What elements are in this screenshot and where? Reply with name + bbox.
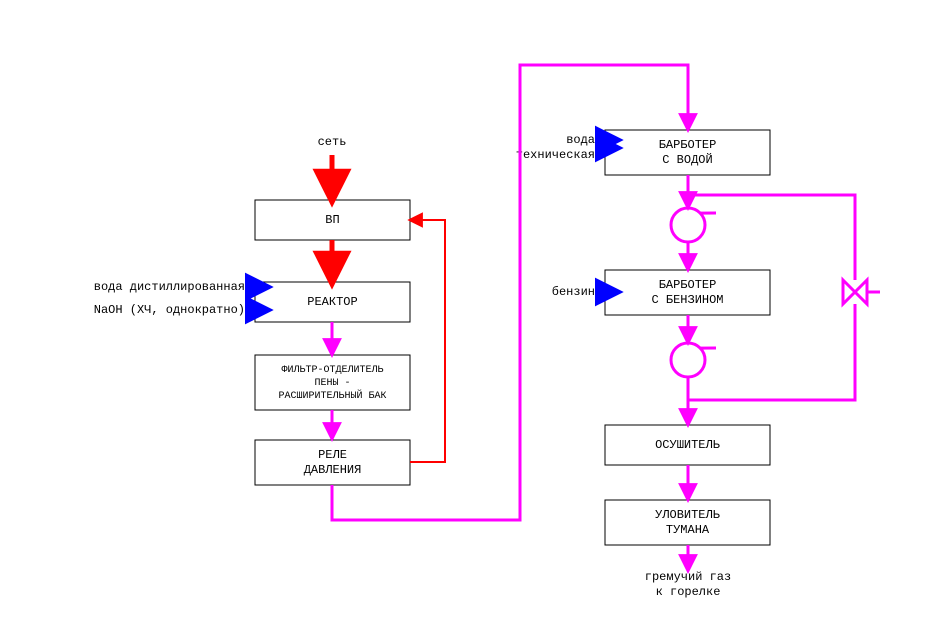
node-mist-label: УЛОВИТЕЛЬ (655, 508, 720, 522)
node-barb_b-label: БАРБОТЕР (659, 278, 717, 292)
edge-bypass-bot (688, 304, 855, 400)
label-out1: гремучий газ (645, 570, 731, 584)
node-relay-label: ДАВЛЕНИЯ (304, 463, 362, 477)
edge-relay-barbw (332, 65, 688, 520)
node-mist-label: ТУМАНА (666, 523, 710, 537)
node-filter-label: РАСШИРИТЕЛЬНЫЙ БАК (278, 388, 386, 402)
input-label-2: вода (566, 133, 595, 147)
input-label-3: техническая (516, 148, 595, 162)
node-barb_w-label: С ВОДОЙ (662, 152, 712, 167)
edge-relay-vp (410, 220, 445, 462)
node-barb_b-label: С БЕНЗИНОМ (651, 293, 723, 307)
input-label-4: бензин (552, 285, 595, 299)
valve-icon (843, 280, 867, 304)
node-barb_w-label: БАРБОТЕР (659, 138, 717, 152)
edge-bypass-top (688, 195, 855, 280)
input-label-1: NaOH (ХЧ, однократно) (94, 303, 245, 317)
node-vp-label: ВП (325, 213, 339, 227)
node-filter-label: ФИЛЬТР-ОТДЕЛИТЕЛЬ (281, 365, 383, 376)
node-relay-label: РЕЛЕ (318, 448, 347, 462)
node-dryer-label: ОСУШИТЕЛЬ (655, 438, 720, 452)
label-out2: к горелке (656, 585, 721, 599)
label-net: сеть (318, 135, 347, 149)
node-filter-label: ПЕНЫ - (314, 378, 350, 389)
node-reactor-label: РЕАКТОР (307, 295, 357, 309)
input-label-0: вода дистиллированная (94, 280, 245, 294)
